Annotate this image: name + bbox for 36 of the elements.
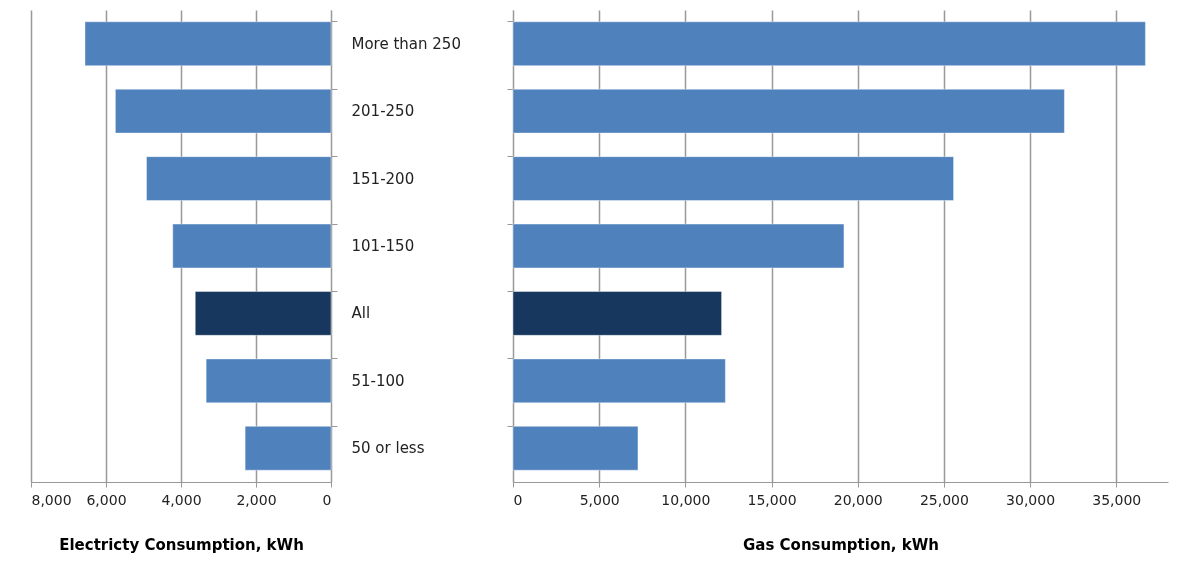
bar xyxy=(512,223,845,269)
bar xyxy=(194,291,332,336)
bar xyxy=(172,223,332,269)
bar xyxy=(114,88,332,134)
y-tick-label: 151-200 xyxy=(351,169,415,188)
x-tick-label: 35,000 xyxy=(1092,491,1142,508)
x-tick-label: 6,000 xyxy=(86,491,127,508)
bar xyxy=(244,425,332,471)
bar xyxy=(84,21,332,67)
x-tick-label: 2,000 xyxy=(236,491,277,508)
x-tick-label: 30,000 xyxy=(1006,491,1056,508)
x-axis-title: Electricty Consumption, kWh xyxy=(59,535,304,554)
y-tick-label: 51-100 xyxy=(351,371,405,390)
x-tick-label: 5,000 xyxy=(579,491,620,508)
y-tick-label: 201-250 xyxy=(351,102,415,121)
y-tick-label: All xyxy=(351,304,371,323)
bar xyxy=(205,358,332,404)
x-tick-label: 0 xyxy=(513,491,523,508)
bar xyxy=(512,425,639,471)
bar xyxy=(512,156,955,201)
bar xyxy=(146,156,332,201)
x-tick-label: 0 xyxy=(322,491,332,508)
x-axis-title: Gas Consumption, kWh xyxy=(743,535,939,554)
x-tick-label: 15,000 xyxy=(747,491,797,508)
bar xyxy=(512,358,726,404)
bar xyxy=(512,21,1146,67)
y-tick-label: More than 250 xyxy=(351,34,461,53)
x-tick-label: 4,000 xyxy=(161,491,202,508)
y-tick-label: 101-150 xyxy=(351,237,415,255)
y-tick-label: 50 or less xyxy=(351,439,425,458)
bar xyxy=(512,88,1065,134)
bar xyxy=(512,291,723,336)
x-tick-label: 10,000 xyxy=(661,491,711,508)
x-tick-label: 25,000 xyxy=(919,491,969,508)
x-tick-label: 8,000 xyxy=(31,491,72,508)
x-tick-label: 20,000 xyxy=(833,491,883,508)
